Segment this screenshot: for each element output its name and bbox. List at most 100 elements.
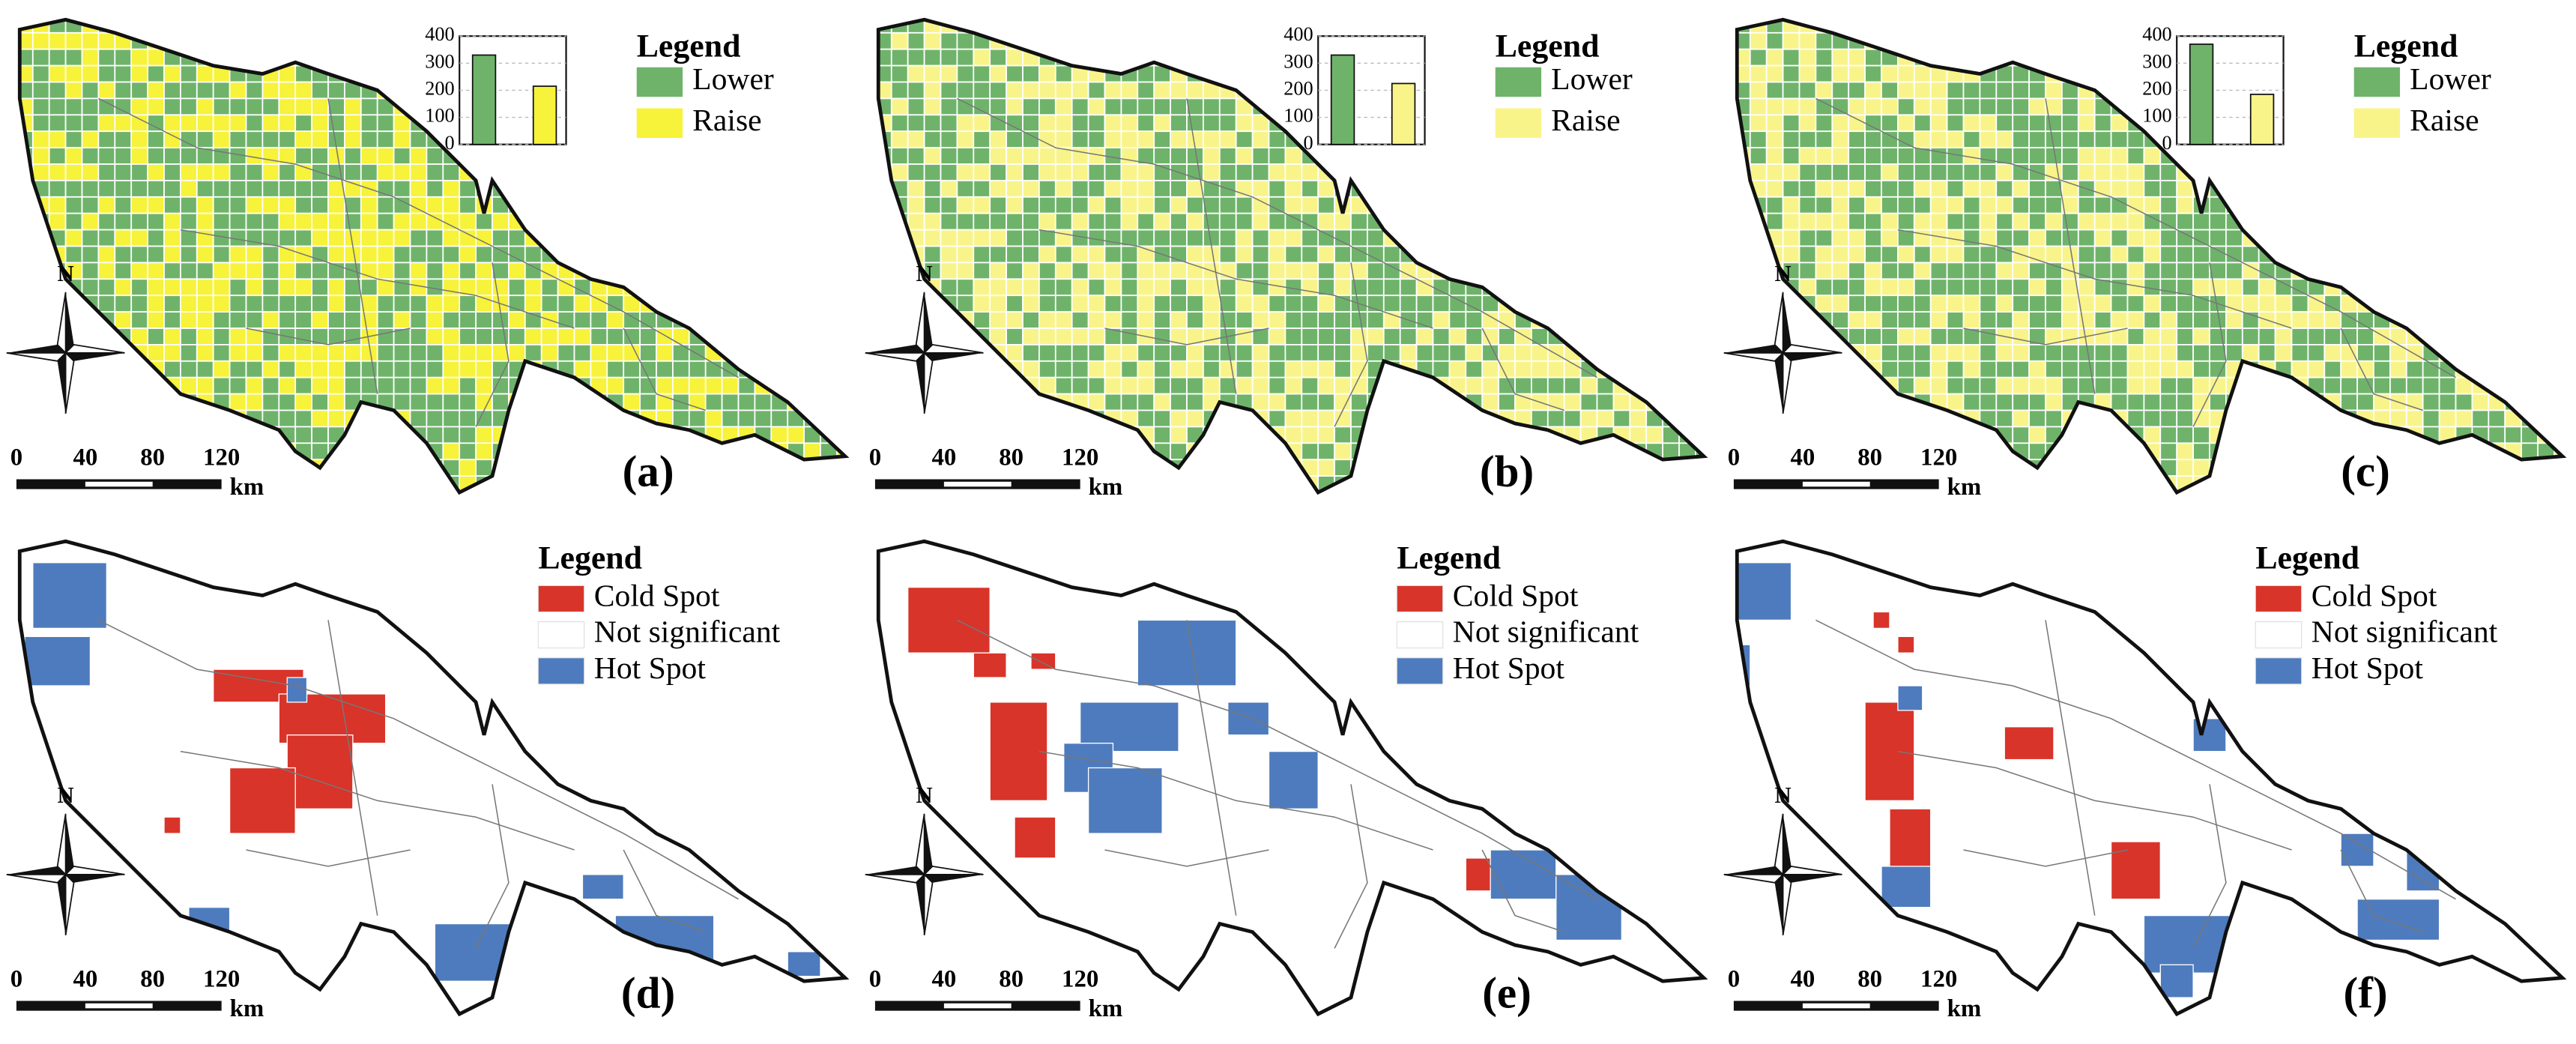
grid-cell <box>590 229 608 247</box>
grid-cell <box>623 262 641 280</box>
grid-cell <box>97 245 116 264</box>
grid-cell <box>2274 442 2293 461</box>
grid-cell <box>1399 147 1418 165</box>
grid-cell <box>475 442 493 461</box>
grid-cell <box>97 426 116 444</box>
grid-cell <box>688 442 707 461</box>
grid-cell <box>2504 409 2522 428</box>
grid-cell <box>475 344 493 362</box>
grid-cell <box>1612 442 1631 461</box>
grid-cell <box>2504 229 2522 247</box>
grid-cell <box>1022 344 1040 362</box>
grid-cell <box>2554 130 2563 148</box>
grid-cell <box>1546 492 1565 493</box>
grid-cell <box>1334 262 1352 280</box>
grid-cell <box>590 426 608 444</box>
grid-cell <box>1251 360 1270 378</box>
grid-cell <box>2176 196 2194 214</box>
grid-cell <box>1749 426 1768 444</box>
grid-cell <box>376 475 395 493</box>
grid-cell <box>1864 147 1882 165</box>
legend-swatch <box>537 657 585 685</box>
grid-cell <box>130 278 148 297</box>
grid-cell <box>1448 360 1467 378</box>
grid-cell <box>1465 196 1484 214</box>
grid-cell <box>1749 31 1768 50</box>
grid-cell <box>2159 344 2178 362</box>
grid-cell <box>688 196 707 214</box>
grid-cell <box>2093 295 2112 313</box>
grid-cell <box>1153 262 1171 280</box>
grid-cell <box>327 229 345 247</box>
legend-swatch <box>1396 657 1444 685</box>
grid-cell <box>2323 97 2342 116</box>
grid-cell <box>426 311 444 329</box>
grid-cell <box>1218 97 1237 116</box>
spot-cluster <box>973 652 1007 678</box>
grid-cell <box>311 147 329 165</box>
grid-cell <box>2225 147 2243 165</box>
grid-cell <box>1006 409 1024 428</box>
grid-cell <box>81 328 100 346</box>
grid-cell <box>1465 295 1484 313</box>
grid-cell <box>1071 147 1089 165</box>
spot-cluster <box>2356 899 2440 941</box>
grid-cell <box>442 262 461 280</box>
grid-cell <box>1946 81 1965 100</box>
grid-cell <box>229 81 247 100</box>
grid-cell <box>1399 426 1418 444</box>
grid-cell <box>1465 31 1484 50</box>
grid-cell <box>1235 163 1254 181</box>
grid-cell <box>1465 311 1484 329</box>
grid-cell <box>1317 19 1335 34</box>
grid-cell <box>163 245 181 264</box>
grid-cell <box>409 97 428 116</box>
grid-cell <box>2521 344 2539 362</box>
grid-cell <box>1137 163 1155 181</box>
grid-cell <box>1334 19 1352 34</box>
grid-cell <box>989 245 1007 264</box>
grid-cell <box>2159 212 2178 231</box>
grid-cell <box>48 130 67 148</box>
north-arrow-light <box>6 813 125 936</box>
grid-cell <box>606 31 625 50</box>
grid-cell <box>48 212 67 231</box>
grid-cell <box>1170 180 1188 198</box>
grid-cell <box>1251 229 1270 247</box>
grid-cell <box>1695 229 1704 247</box>
grid-cell <box>1448 180 1467 198</box>
grid-cell <box>989 163 1007 181</box>
grid-cell <box>1765 212 1784 231</box>
grid-cell <box>2455 475 2473 493</box>
grid-cell <box>590 130 608 148</box>
grid-cell <box>180 64 198 83</box>
grid-cell <box>1979 492 1998 493</box>
grid-cell <box>2143 393 2162 411</box>
grid-cell <box>2241 147 2260 165</box>
grid-cell <box>820 360 838 378</box>
grid-cell <box>2422 492 2440 493</box>
grid-cell <box>1186 19 1204 34</box>
grid-cell <box>956 426 975 444</box>
grid-cell <box>1563 295 1582 313</box>
grid-cell <box>2291 196 2309 214</box>
grid-cell <box>1897 64 1915 83</box>
grid-cell <box>2159 492 2178 493</box>
grid-cell <box>1897 147 1915 165</box>
grid-cell <box>1662 196 1680 214</box>
grid-cell <box>2307 475 2326 493</box>
grid-cell <box>1798 376 1817 395</box>
grid-cell <box>540 409 559 428</box>
grid-cell <box>1563 409 1582 428</box>
grid-cell <box>114 212 133 231</box>
grid-cell <box>1798 81 1817 100</box>
grid-cell <box>311 97 329 116</box>
grid-cell <box>360 442 378 461</box>
grid-cell <box>672 376 690 395</box>
grid-cell <box>327 81 345 100</box>
grid-cell <box>261 492 280 493</box>
grid-cell <box>787 492 805 493</box>
grid-cell <box>2504 48 2522 67</box>
grid-cell <box>1120 328 1139 346</box>
